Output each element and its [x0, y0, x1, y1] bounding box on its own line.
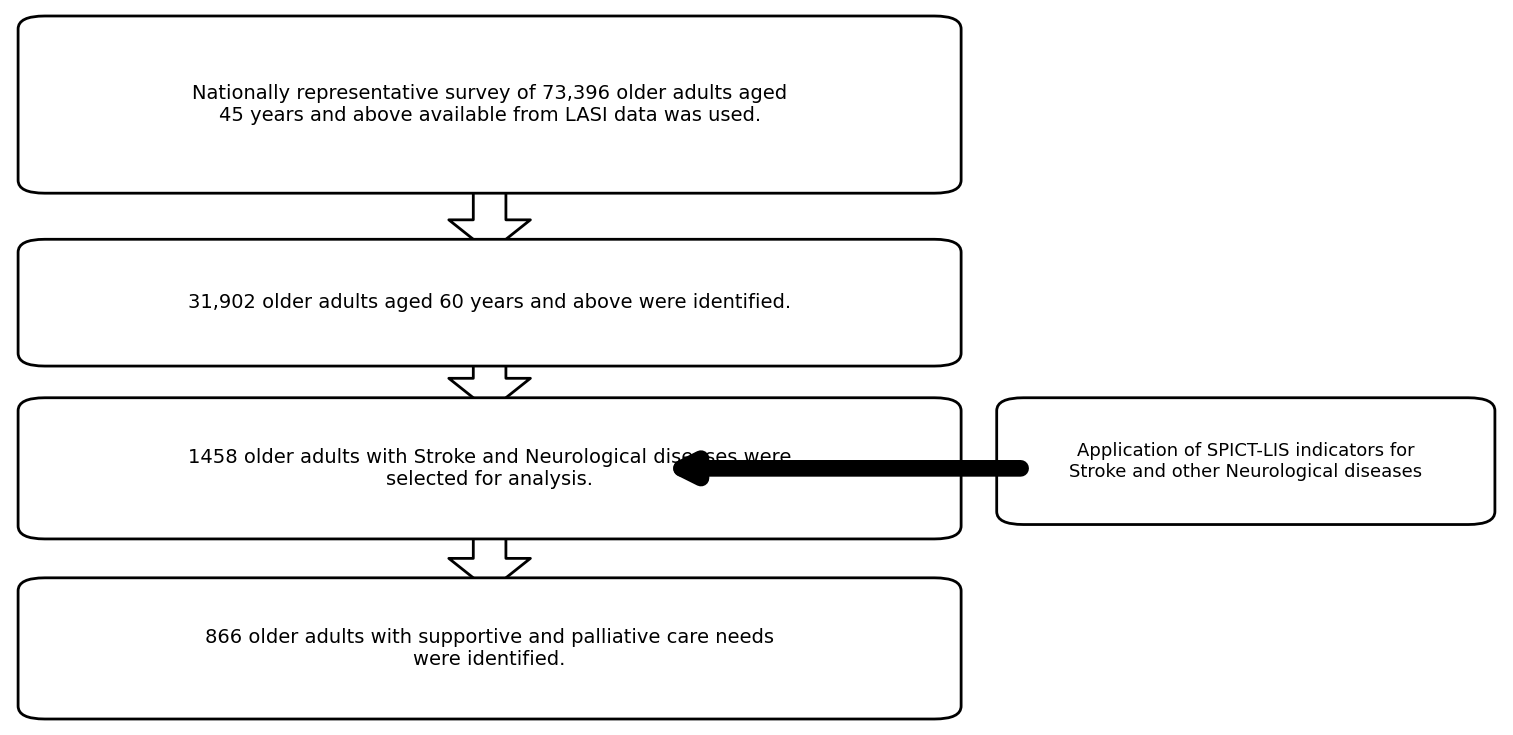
FancyBboxPatch shape — [18, 240, 961, 366]
Text: 866 older adults with supportive and palliative care needs
were identified.: 866 older adults with supportive and pal… — [206, 628, 775, 669]
FancyBboxPatch shape — [18, 398, 961, 539]
Polygon shape — [449, 180, 531, 252]
FancyBboxPatch shape — [18, 578, 961, 719]
Text: 31,902 older adults aged 60 years and above were identified.: 31,902 older adults aged 60 years and ab… — [188, 293, 791, 312]
FancyBboxPatch shape — [18, 16, 961, 193]
Text: Application of SPICT-LIS indicators for
Stroke and other Neurological diseases: Application of SPICT-LIS indicators for … — [1070, 442, 1422, 481]
Text: 1458 older adults with Stroke and Neurological diseases were
selected for analys: 1458 older adults with Stroke and Neurol… — [188, 448, 791, 489]
Text: Nationally representative survey of 73,396 older adults aged
45 years and above : Nationally representative survey of 73,3… — [192, 84, 787, 125]
FancyBboxPatch shape — [997, 398, 1495, 525]
Polygon shape — [449, 526, 531, 591]
Polygon shape — [449, 353, 531, 411]
